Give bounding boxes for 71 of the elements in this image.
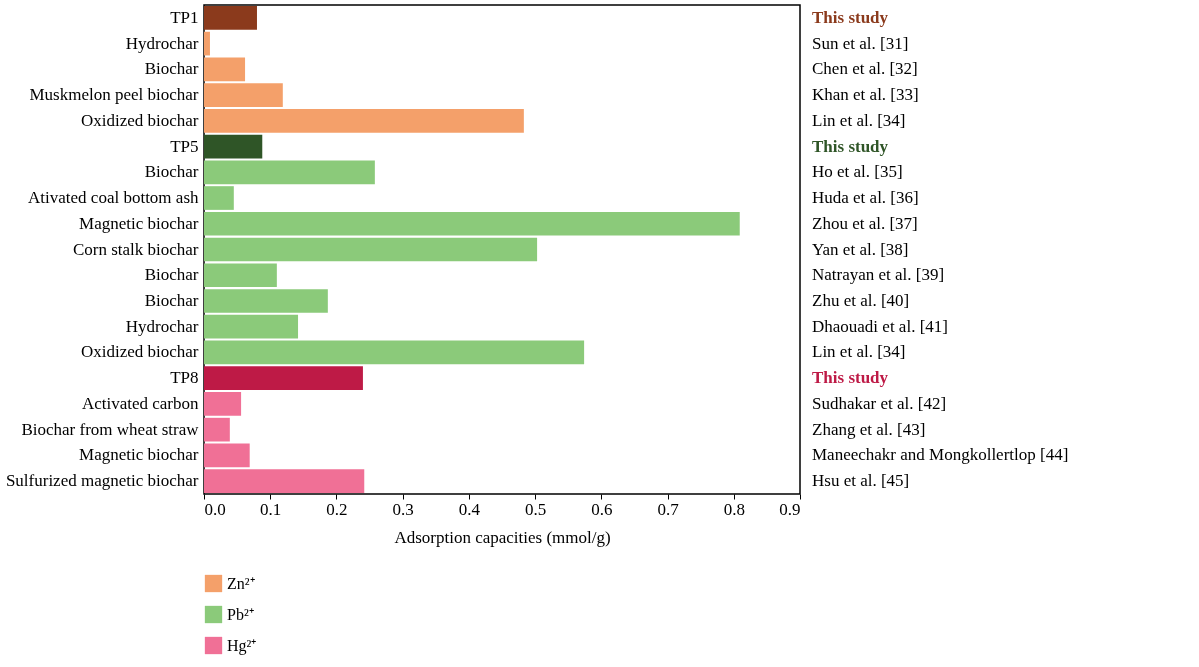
x-tick-label: 0.6 <box>591 499 613 519</box>
bar <box>204 392 242 416</box>
y2-tick-label: Zhang et al. [43] <box>812 419 926 439</box>
y-tick-label: Biochar <box>144 162 199 182</box>
y2-tick-label: Maneechakr and Mongkollertlop [44] <box>812 445 1069 465</box>
y-tick-label: Biochar <box>144 59 199 79</box>
y2-tick-label: Huda et al. [36] <box>812 188 919 208</box>
legend-label: Pb²⁺ <box>227 605 254 623</box>
y2-tick-label: Lin et al. [34] <box>812 110 906 130</box>
y-tick-label: Hydrochar <box>125 316 199 336</box>
y-tick-label: Biochar <box>144 290 199 310</box>
bar <box>204 57 246 82</box>
y2-tick-label: Zhu et al. [40] <box>812 290 910 310</box>
y2-tick-label: Zhou et al. [37] <box>812 213 918 233</box>
y2-tick-label: Lin et al. [34] <box>812 342 906 362</box>
x-tick-label: 0.7 <box>657 499 680 519</box>
x-tick-label: 0.4 <box>458 499 481 519</box>
y-tick-label: Magnetic biochar <box>79 213 199 233</box>
bar <box>204 160 375 185</box>
y2-tick-label: Ho et al. [35] <box>812 162 903 182</box>
y2-tick-label: Natrayan et al. [39] <box>812 265 945 285</box>
y-tick-label: TP5 <box>170 136 199 156</box>
y2-tick-label: Yan et al. [38] <box>812 239 909 259</box>
y2-tick-label: Chen et al. [32] <box>812 59 918 79</box>
bar <box>204 263 277 288</box>
y-tick-label: TP8 <box>170 368 199 388</box>
y2-tick-label: This study <box>812 7 889 27</box>
bar <box>204 134 263 159</box>
bar <box>204 108 524 133</box>
y-tick-label: Activated carbon <box>81 393 199 413</box>
bar <box>204 31 210 56</box>
x-tick-label: 0.3 <box>392 499 414 519</box>
x-tick-label: 0.1 <box>260 499 282 519</box>
legend-label: Zn²⁺ <box>227 574 255 592</box>
y2-tick-label: Khan et al. [33] <box>812 85 919 105</box>
bar <box>204 469 365 493</box>
x-tick-label: 0.9 <box>779 499 801 519</box>
x-tick-label: 0.5 <box>524 499 547 519</box>
bar <box>204 237 538 262</box>
bar <box>204 289 328 313</box>
y2-tick-label: Sudhakar et al. [42] <box>812 393 947 413</box>
y-tick-label: Oxidized biochar <box>80 342 199 362</box>
y2-tick-label: Dhaouadi et al. [41] <box>812 316 948 336</box>
y-tick-label: TP1 <box>170 7 199 27</box>
y-tick-label: Oxidized biochar <box>80 110 199 130</box>
bar <box>204 211 740 236</box>
y-tick-label: Magnetic biochar <box>79 445 199 465</box>
bar <box>204 443 250 468</box>
bar <box>204 366 363 391</box>
y-tick-label: Sulfurized magnetic biochar <box>5 471 199 491</box>
y2-tick-label: This study <box>812 368 889 388</box>
y-tick-label: Corn stalk biochar <box>72 239 199 259</box>
x-tick-label: 0.0 <box>204 499 226 519</box>
bar <box>204 83 283 107</box>
y2-tick-label: This study <box>812 136 889 156</box>
x-tick-label: 0.2 <box>326 499 348 519</box>
x-tick-label: 0.8 <box>723 499 745 519</box>
y-tick-label: Hydrochar <box>125 33 199 53</box>
bar <box>204 6 257 30</box>
bar <box>204 314 299 339</box>
y2-tick-label: Sun et al. [31] <box>812 33 909 53</box>
y-tick-label: Biochar <box>144 265 199 285</box>
y-tick-label: Biochar from wheat straw <box>21 419 200 439</box>
bar <box>204 417 230 442</box>
y2-tick-label: Hsu et al. [45] <box>812 471 910 491</box>
y-tick-label: Ativated coal bottom ash <box>28 188 199 208</box>
legend-label: Hg²⁺ <box>227 636 257 655</box>
bar <box>204 340 585 365</box>
y-tick-label: Muskmelon peel biochar <box>29 85 199 105</box>
bar <box>204 186 234 210</box>
x-axis-title: Adsorption capacities (mmol/g) <box>394 527 611 547</box>
